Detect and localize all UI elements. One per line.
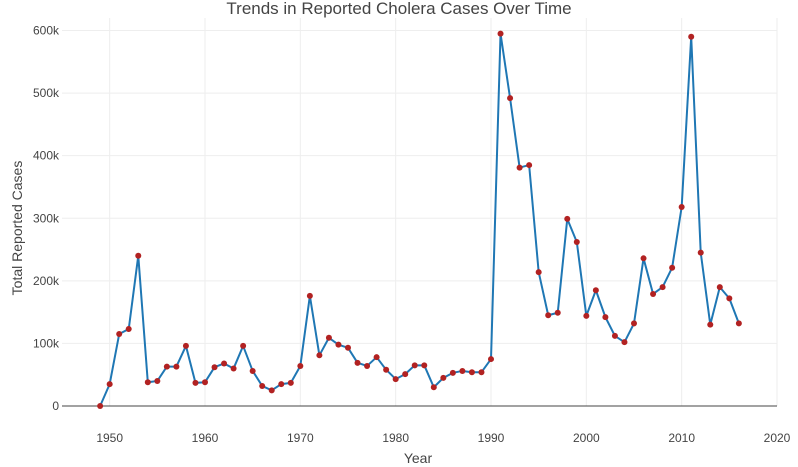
data-point[interactable] <box>211 364 218 371</box>
x-tick-label: 1990 <box>478 431 505 445</box>
data-point[interactable] <box>163 363 170 370</box>
data-point[interactable] <box>259 382 266 389</box>
x-axis-title: Year <box>404 450 433 466</box>
data-point[interactable] <box>182 342 189 349</box>
data-point[interactable] <box>392 376 399 383</box>
data-point[interactable] <box>478 369 485 376</box>
data-point[interactable] <box>221 360 228 367</box>
data-point[interactable] <box>564 215 571 222</box>
x-tick-label: 1960 <box>192 431 219 445</box>
data-point[interactable] <box>707 321 714 328</box>
y-tick-label: 300k <box>33 211 60 225</box>
axes: 1950 1960 1970 1980 1990 2000 2010 2020 0 100k 200… <box>33 24 791 445</box>
data-point[interactable] <box>364 362 371 369</box>
y-tick-label: 400k <box>33 149 60 163</box>
data-point[interactable] <box>345 344 351 351</box>
data-point[interactable] <box>573 239 580 246</box>
data-point[interactable] <box>488 356 494 363</box>
data-point[interactable] <box>678 203 685 210</box>
x-tick-label: 2010 <box>668 431 695 445</box>
data-point[interactable] <box>421 362 428 369</box>
data-point[interactable] <box>516 164 523 171</box>
data-point[interactable] <box>411 362 418 369</box>
chart-title: Trends in Reported Cholera Cases Over Ti… <box>226 0 571 18</box>
data-point[interactable] <box>621 339 628 346</box>
data-point[interactable] <box>297 362 304 369</box>
y-tick-label: 600k <box>33 24 60 38</box>
data-point[interactable] <box>631 320 637 327</box>
data-point[interactable] <box>106 381 113 388</box>
data-point[interactable] <box>240 342 247 349</box>
x-tick-label: 1980 <box>382 431 409 445</box>
data-point[interactable] <box>497 30 504 37</box>
data-point[interactable] <box>373 354 380 361</box>
data-point[interactable] <box>125 326 132 333</box>
data-point[interactable] <box>268 387 275 394</box>
data-point[interactable] <box>726 295 733 302</box>
data-point[interactable] <box>697 249 704 256</box>
data-point[interactable] <box>154 377 161 384</box>
y-tick-label: 200k <box>33 274 60 288</box>
x-tick-label: 1950 <box>96 431 123 445</box>
data-point[interactable] <box>688 33 695 40</box>
data-point[interactable] <box>602 314 609 321</box>
x-tick-label: 2020 <box>764 431 791 445</box>
data-point[interactable] <box>325 334 332 341</box>
data-point[interactable] <box>202 379 208 386</box>
data-point[interactable] <box>402 371 409 378</box>
data-point[interactable] <box>545 312 552 319</box>
data-point[interactable] <box>526 162 533 169</box>
data-point[interactable] <box>449 369 456 376</box>
data-point[interactable] <box>535 269 542 276</box>
y-tick-label: 100k <box>33 336 60 350</box>
series-cases <box>97 30 742 409</box>
data-point[interactable] <box>650 290 657 297</box>
data-point[interactable] <box>316 352 323 359</box>
data-point[interactable] <box>335 341 342 348</box>
data-point[interactable] <box>97 403 104 409</box>
data-point[interactable] <box>116 331 123 338</box>
x-tick-label: 1970 <box>287 431 314 445</box>
data-point[interactable] <box>468 369 475 376</box>
data-point[interactable] <box>611 332 618 339</box>
data-point[interactable] <box>173 363 180 370</box>
data-point[interactable] <box>640 255 647 262</box>
data-point[interactable] <box>278 381 285 388</box>
y-tick-label: 0 <box>52 399 59 413</box>
data-point[interactable] <box>430 384 437 391</box>
y-axis-title: Total Reported Cases <box>9 161 25 296</box>
data-point[interactable] <box>554 309 561 316</box>
data-point[interactable] <box>659 284 666 291</box>
data-point[interactable] <box>592 287 599 294</box>
data-point[interactable] <box>440 374 447 381</box>
series-line <box>99 32 740 407</box>
data-point[interactable] <box>192 379 199 386</box>
data-point[interactable] <box>735 320 742 327</box>
y-tick-label: 500k <box>33 86 60 100</box>
data-point[interactable] <box>507 95 514 102</box>
data-point[interactable] <box>135 252 142 259</box>
data-point[interactable] <box>354 359 361 366</box>
data-point[interactable] <box>383 366 390 373</box>
data-point[interactable] <box>249 367 256 374</box>
grid <box>62 18 778 406</box>
data-point[interactable] <box>144 379 151 386</box>
data-point[interactable] <box>669 264 676 271</box>
data-point[interactable] <box>306 292 313 299</box>
data-point[interactable] <box>287 379 294 386</box>
x-tick-label: 2000 <box>573 431 600 445</box>
data-point[interactable] <box>459 367 466 374</box>
data-point[interactable] <box>230 365 237 372</box>
data-point[interactable] <box>583 312 590 319</box>
data-point[interactable] <box>716 284 723 291</box>
